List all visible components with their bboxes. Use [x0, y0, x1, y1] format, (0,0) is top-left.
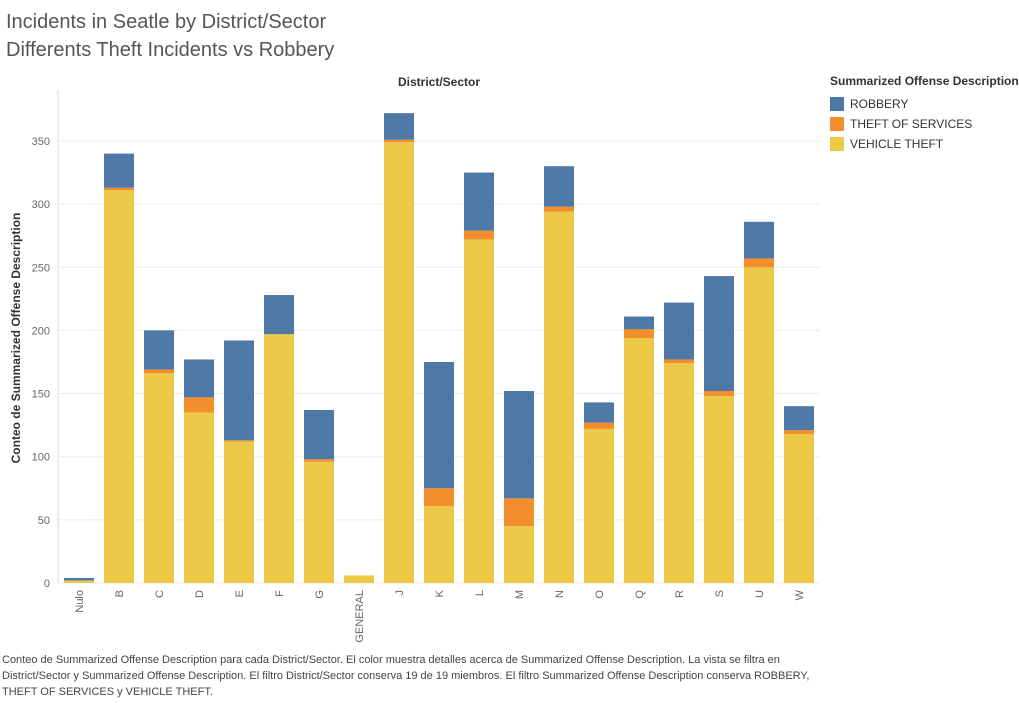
bar-segment-vehicle-theft	[544, 211, 574, 584]
bar-segment-vehicle-theft	[184, 412, 214, 583]
bar-segment-vehicle-theft	[504, 526, 534, 583]
bar-segment-theft-of-services	[184, 397, 214, 413]
bar-segment-vehicle-theft	[304, 461, 334, 583]
bar-chart: 0 50 100 150 200 250 300 350 District/Sector Cont…	[9, 75, 820, 643]
x-tick-label: L	[474, 590, 486, 596]
bar-segment-theft-of-services	[624, 329, 654, 338]
bar-segment-robbery	[584, 402, 614, 423]
bar-segment-vehicle-theft	[64, 580, 94, 583]
bar-segment-robbery	[104, 153, 134, 188]
bar-segment-vehicle-theft	[144, 373, 174, 583]
bar-segment-theft-of-services	[544, 206, 574, 212]
x-tick-label: D	[194, 590, 206, 598]
legend-item-theft-of-services[interactable]: THEFT OF SERVICES	[830, 114, 1019, 134]
bar-segment-robbery	[64, 577, 94, 581]
y-tick-label: 300	[32, 199, 50, 211]
x-tick-label: Q	[634, 590, 646, 599]
bar-segment-theft-of-services	[464, 230, 494, 240]
y-tick-label: 100	[32, 452, 50, 464]
bar-segment-robbery	[144, 330, 174, 370]
bar-segment-theft-of-services	[584, 422, 614, 429]
legend-swatch-theft-of-services	[830, 117, 844, 131]
chart-caption: Conteo de Summarized Offense Description…	[2, 654, 810, 698]
x-tick-label: J	[394, 590, 406, 596]
bar-segment-vehicle-theft	[464, 239, 494, 584]
legend-item-robbery[interactable]: ROBBERY	[830, 94, 1019, 114]
y-tick-label: 50	[38, 515, 50, 527]
bar-segment-robbery	[664, 302, 694, 360]
x-tick-label: M	[514, 590, 526, 599]
x-tick-label: R	[674, 590, 686, 598]
bar-segment-robbery	[544, 166, 574, 207]
bar-segment-vehicle-theft	[264, 334, 294, 583]
x-tick-label: G	[314, 590, 326, 599]
legend-item-vehicle-theft[interactable]: VEHICLE THEFT	[830, 134, 1019, 154]
bar-segment-vehicle-theft	[624, 337, 654, 583]
bar-segment-vehicle-theft	[424, 505, 454, 583]
x-tick-label: GENERAL	[354, 590, 366, 643]
bar-segment-vehicle-theft	[224, 441, 254, 583]
bar-segment-theft-of-services	[704, 391, 734, 397]
x-tick-label: W	[794, 589, 806, 600]
bar-segment-theft-of-services	[144, 369, 174, 374]
x-tick-label: E	[234, 590, 246, 597]
legend-label: VEHICLE THEFT	[850, 137, 944, 151]
bar-segment-vehicle-theft	[664, 363, 694, 583]
bar-segment-theft-of-services	[384, 139, 414, 143]
legend-label: THEFT OF SERVICES	[850, 117, 973, 131]
y-axis-title: Conteo de Summarized Offense Description	[9, 213, 23, 464]
x-tick-label: N	[554, 590, 566, 598]
bar-segment-robbery	[704, 276, 734, 392]
chart-title: Incidents in Seatle by District/Sector	[6, 11, 327, 33]
x-tick-label: S	[714, 590, 726, 597]
y-tick-label: 0	[44, 578, 50, 590]
bar-segment-robbery	[184, 359, 214, 398]
x-tick-label: Nulo	[74, 590, 86, 613]
legend-swatch-vehicle-theft	[830, 137, 844, 151]
bar-segment-theft-of-services	[744, 258, 774, 268]
y-tick-label: 150	[32, 389, 50, 401]
bar-segment-robbery	[784, 406, 814, 431]
x-tick-label: U	[754, 590, 766, 598]
bar-segment-vehicle-theft	[584, 428, 614, 583]
bar-segment-theft-of-services	[104, 187, 134, 191]
legend: Summarized Offense Description ROBBERY T…	[830, 74, 1019, 154]
bar-segment-robbery	[464, 172, 494, 231]
bar-segment-vehicle-theft	[704, 396, 734, 583]
bar-segment-vehicle-theft	[104, 190, 134, 583]
chart-subtitle: Differents Theft Incidents vs Robbery	[6, 39, 335, 61]
bar-segment-robbery	[224, 340, 254, 441]
y-tick-label: 200	[32, 325, 50, 337]
legend-label: ROBBERY	[850, 97, 909, 111]
bar-segment-robbery	[384, 113, 414, 140]
bar-segment-theft-of-services	[304, 459, 334, 462]
bar-segment-robbery	[304, 409, 334, 460]
bar-segment-robbery	[744, 221, 774, 259]
bar-segment-robbery	[624, 316, 654, 330]
title-block: Incidents in Seatle by District/Sector D…	[6, 8, 334, 64]
x-tick-label: C	[154, 590, 166, 598]
y-tick-label: 350	[32, 136, 50, 148]
x-axis-title: District/Sector	[398, 75, 480, 89]
bar-segment-vehicle-theft	[384, 142, 414, 583]
x-tick-label: O	[594, 590, 606, 599]
legend-swatch-robbery	[830, 97, 844, 111]
bar-segment-robbery	[504, 391, 534, 499]
legend-title: Summarized Offense Description	[830, 74, 1019, 88]
bar-segment-robbery	[424, 361, 454, 489]
bar-segment-theft-of-services	[784, 430, 814, 434]
bar-segment-theft-of-services	[504, 498, 534, 527]
x-tick-label: K	[434, 589, 446, 597]
bar-segment-vehicle-theft	[744, 267, 774, 583]
bar-segment-vehicle-theft	[784, 433, 814, 583]
bar-segment-robbery	[264, 295, 294, 335]
y-tick-label: 250	[32, 262, 50, 274]
bar-segment-theft-of-services	[424, 488, 454, 506]
bar-segment-vehicle-theft	[344, 575, 374, 583]
x-tick-label: F	[274, 590, 286, 597]
x-tick-label: B	[114, 590, 126, 597]
bar-segment-theft-of-services	[664, 359, 694, 364]
bar-segment-theft-of-services	[224, 440, 254, 442]
